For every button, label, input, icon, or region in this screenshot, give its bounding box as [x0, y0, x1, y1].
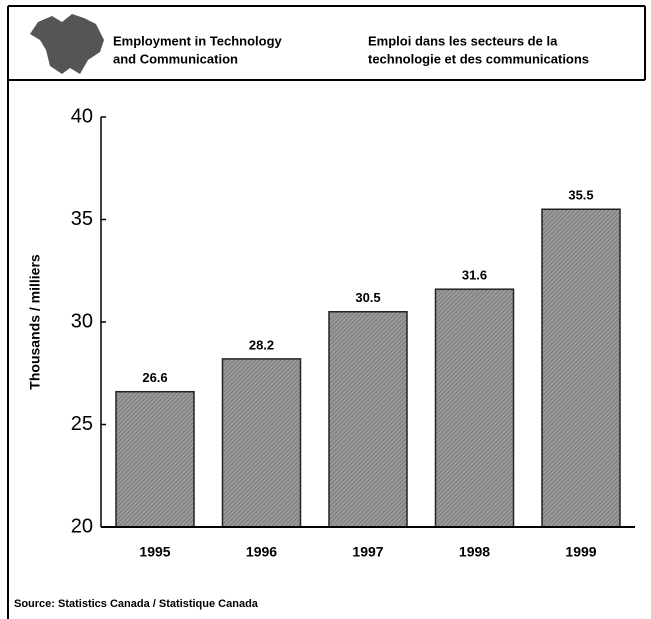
- source: Source: Statistics Canada / Statistique …: [14, 598, 259, 610]
- bar: [115, 390, 195, 528]
- bar: [221, 358, 302, 528]
- y-tick-label: 35: [71, 208, 93, 230]
- y-tick-label: 40: [71, 105, 93, 127]
- x-tick-label: 1995: [139, 544, 170, 560]
- bar: [541, 208, 621, 528]
- title-line: Employment in Technology: [113, 33, 283, 48]
- y-axis-label: Thousands / milliers: [27, 254, 43, 390]
- value-label: 30.5: [355, 290, 380, 305]
- y-tick-label: 20: [71, 515, 93, 537]
- x-tick-label: 1998: [459, 544, 490, 560]
- bar: [328, 311, 408, 528]
- value-label: 26.6: [142, 370, 167, 385]
- x-tick-label: 1996: [246, 544, 277, 560]
- map-icon: [30, 14, 104, 74]
- value-label: 28.2: [249, 337, 274, 352]
- x-tick-label: 1997: [352, 544, 383, 560]
- title-fr-line: technologie et des communications: [368, 51, 589, 66]
- title-line: and Communication: [113, 51, 238, 66]
- value-label: 31.6: [462, 268, 487, 283]
- y-tick-label: 30: [71, 310, 93, 332]
- bar: [434, 288, 515, 528]
- value-label: 35.5: [568, 188, 593, 203]
- y-tick-label: 25: [71, 413, 93, 435]
- x-tick-label: 1999: [565, 544, 596, 560]
- title-fr-line: Emploi dans les secteurs de la: [368, 33, 558, 48]
